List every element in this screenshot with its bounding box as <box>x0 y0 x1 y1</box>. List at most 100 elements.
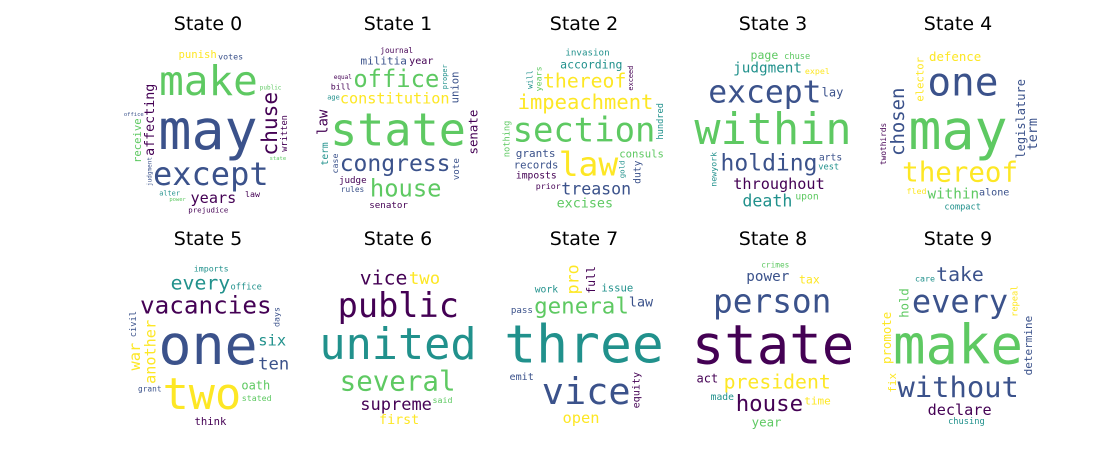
cloud-word: year <box>409 56 433 67</box>
cloud-word: vice <box>360 267 408 290</box>
cloud-word: two <box>163 370 242 420</box>
cloud-word: section <box>513 111 656 150</box>
cloud-word: impeachment <box>518 90 654 114</box>
cloud-word: general <box>534 294 629 320</box>
cloud-word: holding <box>721 151 818 177</box>
cloud-word: prejudice <box>188 205 229 214</box>
cloud-word: may <box>908 98 1007 162</box>
cloud-word: duty <box>632 160 643 183</box>
cloud-word: elector <box>915 57 927 102</box>
cloud-word: compact <box>944 202 981 212</box>
cloud-word: expel <box>805 66 830 76</box>
cloud-word: votes <box>218 51 243 61</box>
panel-title: State 8 <box>739 228 807 250</box>
cloud-word: oath <box>241 379 270 393</box>
cloud-word: house <box>370 174 442 202</box>
cloud-word: make <box>159 57 258 105</box>
cloud-word: congress <box>340 151 451 177</box>
cloud-word: alone <box>979 187 1009 198</box>
cloud-word: term <box>320 142 331 165</box>
cloud-word: stated <box>242 393 272 403</box>
cloud-word: take <box>936 263 984 286</box>
cloud-word: prior <box>536 181 561 191</box>
panel-title: State 5 <box>174 228 242 250</box>
cloud-word: within <box>927 186 979 202</box>
cloud-word: president <box>724 371 831 394</box>
cloud-word: imports <box>194 264 229 274</box>
cloud-word: throughout <box>733 175 824 193</box>
cloud-word: determine <box>1022 316 1035 376</box>
cloud-word: every <box>171 271 231 294</box>
cloud-word: power <box>746 269 789 285</box>
cloud-word: law <box>559 144 619 183</box>
cloud-word: vice <box>542 370 631 413</box>
cloud-word: first <box>379 413 419 428</box>
cloud-word: one <box>927 59 998 105</box>
cloud-word: power <box>169 197 186 203</box>
cloud-word: excises <box>557 197 613 212</box>
cloud-word: will <box>526 70 535 89</box>
cloud-word: equity <box>632 372 643 408</box>
cloud-word: days <box>272 307 282 327</box>
cloud-word: written <box>280 115 290 152</box>
cloud-word: declare <box>928 401 992 419</box>
cloud-word: fled <box>907 186 927 196</box>
cloud-word: tax <box>799 272 820 286</box>
cloud-word: exceed <box>627 66 635 91</box>
cloud-word: lay <box>822 85 844 99</box>
cloud-word: care <box>915 274 935 284</box>
cloud-word: chusing <box>948 417 985 427</box>
cloud-word: gold <box>618 160 627 178</box>
cloud-word: senate <box>465 110 480 155</box>
cloud-word: supreme <box>360 395 432 415</box>
cloud-word: chuse <box>784 52 810 62</box>
cloud-word: office <box>231 282 262 292</box>
cloud-word: constitution <box>340 90 450 108</box>
cloud-word: hold <box>897 288 911 317</box>
cloud-word: repeal <box>1011 286 1021 317</box>
cloud-word: vacancies <box>140 291 272 320</box>
cloud-word: except <box>708 75 821 111</box>
cloud-word: punish <box>178 49 216 61</box>
cloud-word: another <box>141 320 159 384</box>
cloud-word: judgment <box>147 157 154 186</box>
cloud-word: promote <box>879 312 894 364</box>
panel-title: State 3 <box>739 13 807 35</box>
cloud-word: emit <box>510 372 534 383</box>
cloud-word: equal <box>334 74 352 81</box>
cloud-word: page <box>751 48 779 62</box>
cloud-word: several <box>340 365 456 397</box>
cloud-word: term <box>1026 118 1041 150</box>
cloud-word: think <box>195 416 228 428</box>
cloud-word: fix <box>886 373 899 393</box>
cloud-word: judge <box>339 175 367 186</box>
cloud-word: newyork <box>709 152 719 187</box>
cloud-word: ten <box>258 355 289 375</box>
cloud-word: law <box>629 296 654 311</box>
cloud-word: work <box>535 285 558 296</box>
cloud-word: six <box>258 331 286 349</box>
cloud-word: journal <box>380 46 413 55</box>
cloud-word: hundred <box>656 103 666 140</box>
cloud-word: affecting <box>143 84 158 156</box>
cloud-word: defence <box>929 49 981 64</box>
cloud-word: three <box>504 315 664 376</box>
cloud-word: act <box>697 371 719 385</box>
cloud-word: full <box>584 266 598 294</box>
cloud-word: bill <box>331 82 351 92</box>
cloud-word: public <box>260 85 282 92</box>
cloud-word: records <box>514 159 559 171</box>
cloud-word: upon <box>795 191 818 202</box>
cloud-word: except <box>153 155 269 193</box>
cloud-word: thereof <box>902 157 1018 189</box>
cloud-word: make <box>893 314 1023 377</box>
cloud-word: thereof <box>543 70 626 93</box>
cloud-word: vote <box>451 158 462 180</box>
cloud-word: crimes <box>761 261 789 270</box>
